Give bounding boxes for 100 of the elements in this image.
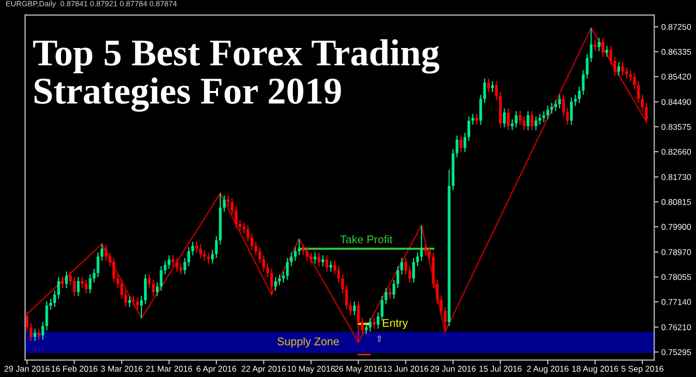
candlestick [440, 296, 443, 316]
candlestick [368, 317, 372, 332]
series-label: Entry [382, 319, 408, 330]
candlestick [116, 274, 120, 288]
candlestick [258, 246, 262, 264]
candlestick [203, 249, 206, 262]
candlestick [266, 262, 270, 278]
candlestick [148, 274, 151, 288]
candlestick [400, 257, 404, 275]
x-tick-label: 6 Apr 2016 [196, 366, 236, 374]
candlestick [479, 94, 482, 126]
candlestick [349, 300, 352, 316]
candlestick [238, 219, 242, 232]
y-tick-label: 0.77140 [662, 299, 691, 305]
candlestick [278, 274, 281, 286]
candlestick [550, 102, 554, 114]
candlestick [483, 78, 486, 104]
y-tick-label: 0.79900 [662, 224, 691, 230]
candlestick [542, 110, 546, 123]
x-tick-label: 16 Feb 2016 [52, 366, 98, 372]
candlestick [290, 252, 293, 267]
candlestick [404, 257, 408, 275]
candlestick [140, 296, 143, 319]
candlestick [341, 274, 344, 294]
candlestick [172, 254, 174, 267]
y-tick-label: 0.86335 [662, 48, 691, 55]
candlestick [183, 257, 186, 275]
candlestick [353, 300, 356, 316]
candlestick [53, 290, 56, 308]
candlestick [518, 110, 522, 126]
candlestick [456, 135, 458, 158]
candlestick [506, 108, 510, 131]
candlestick [65, 271, 68, 288]
candlestick [625, 67, 628, 80]
candlestick [376, 312, 380, 330]
candlestick [199, 244, 202, 259]
candlestick [514, 110, 518, 128]
candlestick [562, 94, 565, 118]
candlestick [322, 254, 324, 267]
candlestick [318, 252, 320, 267]
x-tick-label: 29 Jan 2016 [4, 366, 50, 372]
y-tick-label: 0.78055 [662, 274, 691, 280]
candlestick [502, 108, 506, 128]
candlestick [84, 279, 88, 294]
candlestick [554, 100, 557, 112]
candlestick [428, 246, 431, 262]
y-tick-label: 0.78970 [662, 249, 691, 256]
candlestick [41, 321, 44, 340]
series-label: Take Profit [340, 235, 392, 244]
candlestick [558, 94, 561, 109]
x-tick-label: 21 Mar 2016 [146, 366, 192, 372]
x-tick-label: 10 May 2016 [288, 366, 335, 374]
candlestick [590, 27, 593, 63]
candlestick [80, 276, 84, 288]
candlestick [242, 222, 246, 234]
candlestick [345, 284, 348, 310]
candlestick [26, 312, 28, 332]
y-tick-label: 0.83575 [662, 124, 691, 130]
x-tick-label: 22 Apr 2016 [242, 366, 286, 374]
candlestick [310, 252, 312, 264]
candlestick [412, 257, 415, 284]
y-tick-label: 0.81730 [662, 174, 691, 180]
candlestick [128, 296, 131, 308]
candlestick [396, 266, 400, 288]
candlestick [250, 232, 254, 250]
candlestick [230, 198, 234, 216]
y-tick-label: 0.84490 [662, 99, 691, 105]
candlestick [460, 135, 462, 152]
candlestick [108, 252, 112, 267]
candlestick [207, 252, 210, 264]
candlestick [211, 249, 214, 264]
candlestick [578, 86, 581, 104]
candlestick [92, 268, 96, 284]
candlestick [522, 116, 526, 131]
y-tick-label: 0.85420 [662, 74, 691, 80]
candlestick [416, 252, 419, 267]
candlestick [76, 276, 80, 297]
candlestick [88, 274, 92, 294]
x-tick-label: 3 Mar 2016 [100, 366, 142, 372]
candlestick [176, 257, 178, 272]
candlestick [495, 80, 498, 101]
annotation: ⇧ [377, 335, 382, 342]
candlestick [487, 78, 490, 93]
candlestick [467, 116, 470, 142]
candlestick [100, 243, 104, 262]
y-tick-label: 0.87250 [662, 24, 691, 30]
text: Top 5 Best Forex Trading Strategies For 2019 [33, 39, 440, 112]
candlestick [72, 276, 76, 297]
band-label: Supply Zone [278, 337, 339, 348]
candlestick [464, 132, 466, 152]
candlestick [234, 206, 238, 229]
x-tick-label: 26 May 2016 [334, 366, 382, 374]
candlestick [644, 102, 648, 124]
candlestick [179, 262, 182, 275]
candlestick [96, 252, 100, 278]
x-tick-label: 2 Aug 2016 [527, 366, 568, 374]
candlestick [420, 224, 423, 262]
candlestick [380, 296, 384, 322]
candlestick [136, 296, 139, 310]
candlestick [534, 116, 538, 131]
